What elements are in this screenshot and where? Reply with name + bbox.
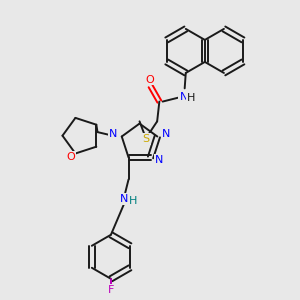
Text: O: O [67, 152, 75, 162]
Text: H: H [187, 93, 196, 103]
Text: S: S [142, 134, 150, 144]
Text: N: N [179, 92, 188, 102]
Text: O: O [145, 74, 154, 85]
Text: N: N [109, 129, 117, 139]
Text: N: N [162, 129, 170, 139]
Text: N: N [155, 154, 164, 165]
Text: N: N [120, 194, 128, 204]
Text: H: H [129, 196, 137, 206]
Text: F: F [108, 285, 114, 295]
